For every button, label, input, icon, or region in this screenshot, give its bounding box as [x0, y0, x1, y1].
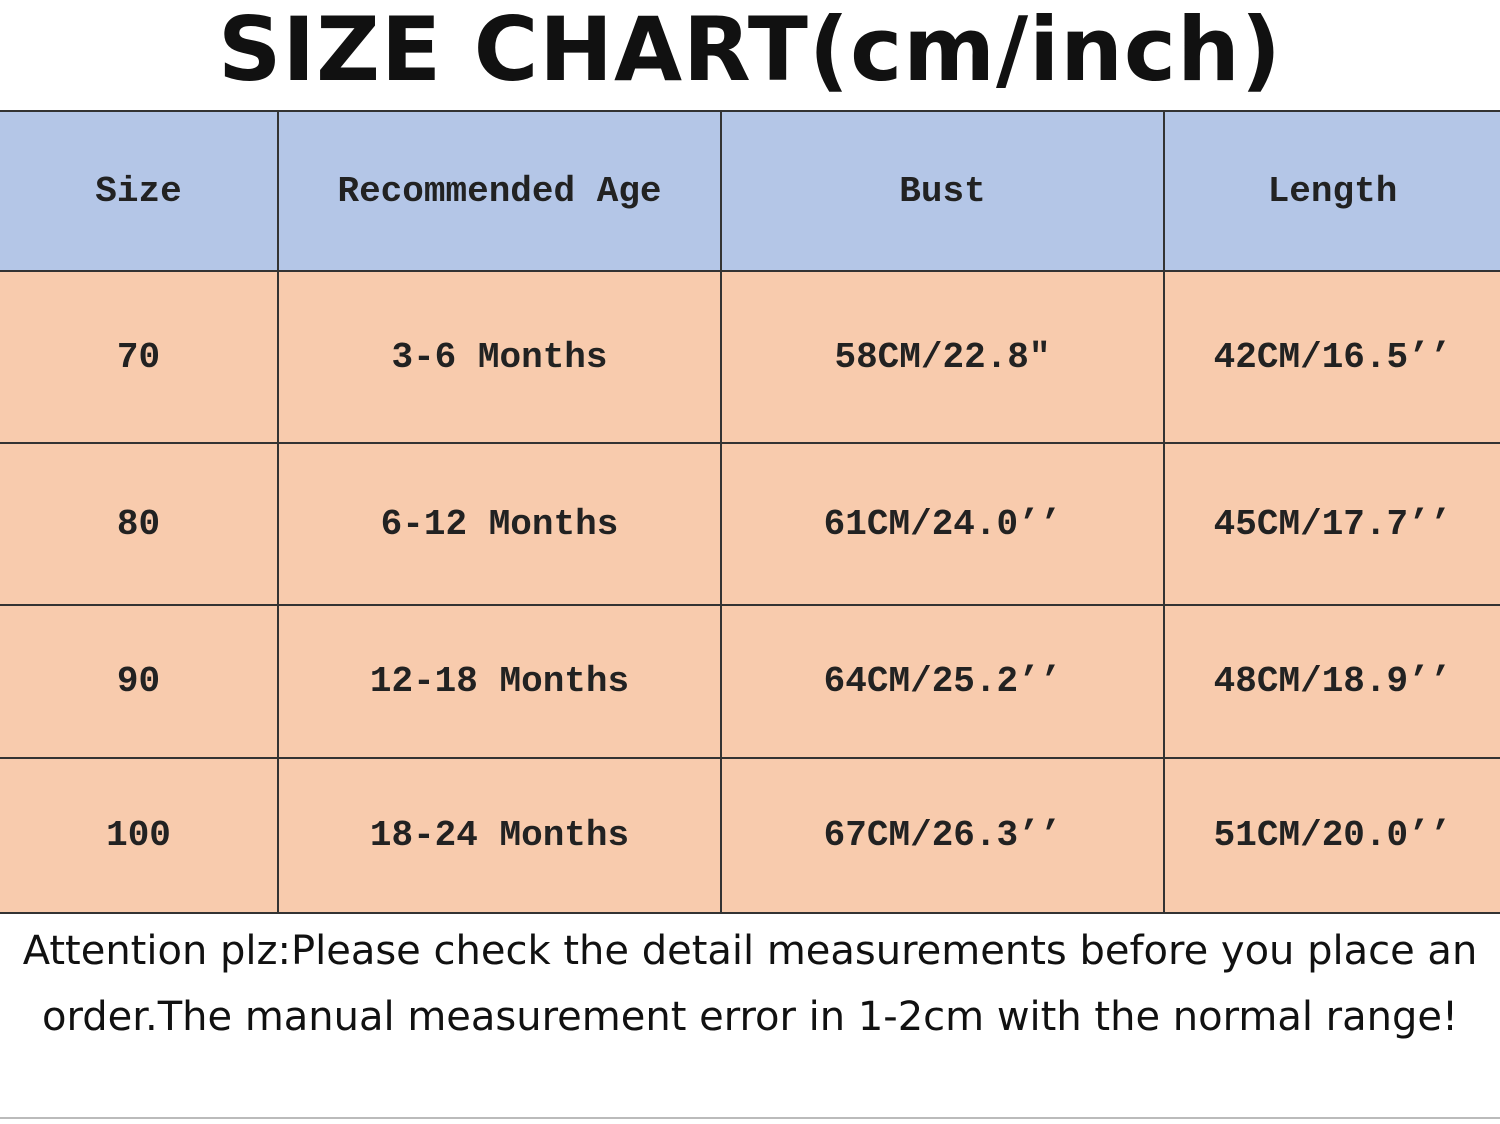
- table-cell: 45CM/17.7’’: [1163, 442, 1500, 606]
- size-table: Size Recommended Age Bust Length 70 3-6 Mont…: [0, 110, 1500, 914]
- table-cell: 3-6 Months: [277, 270, 722, 444]
- column-header: Bust: [720, 110, 1165, 272]
- table-row: 70 3-6 Months 58CM/22.8″ 42CM/16.5’’: [0, 270, 1500, 444]
- column-header: Size: [0, 110, 279, 272]
- column-header: Length: [1163, 110, 1500, 272]
- table-cell: 58CM/22.8″: [720, 270, 1165, 444]
- table-cell: 67CM/26.3’’: [720, 757, 1165, 914]
- table-cell: 12-18 Months: [277, 604, 722, 759]
- title: SIZE CHART(cm/inch): [218, 0, 1282, 101]
- table-cell: 51CM/20.0’’: [1163, 757, 1500, 914]
- table-cell: 48CM/18.9’’: [1163, 604, 1500, 759]
- table-cell: 80: [0, 442, 279, 606]
- note: Attention plz:Please check the detail me…: [22, 928, 1478, 1040]
- table-cell: 18-24 Months: [277, 757, 722, 914]
- table-cell: 6-12 Months: [277, 442, 722, 606]
- table-cell: 90: [0, 604, 279, 759]
- table-cell: 42CM/16.5’’: [1163, 270, 1500, 444]
- table-row: 100 18-24 Months 67CM/26.3’’ 51CM/20.0’’: [0, 757, 1500, 914]
- table-cell: 64CM/25.2’’: [720, 604, 1165, 759]
- table-row: 80 6-12 Months 61CM/24.0’’ 45CM/17.7’’: [0, 442, 1500, 606]
- table-cell: 100: [0, 757, 279, 914]
- table-row: 90 12-18 Months 64CM/25.2’’ 48CM/18.9’’: [0, 604, 1500, 759]
- table-cell: 70: [0, 270, 279, 444]
- column-header: Recommended Age: [277, 110, 722, 272]
- table-cell: 61CM/24.0’’: [720, 442, 1165, 606]
- bottom-rule: [0, 1117, 1500, 1119]
- header-row: Size Recommended Age Bust Length: [0, 110, 1500, 272]
